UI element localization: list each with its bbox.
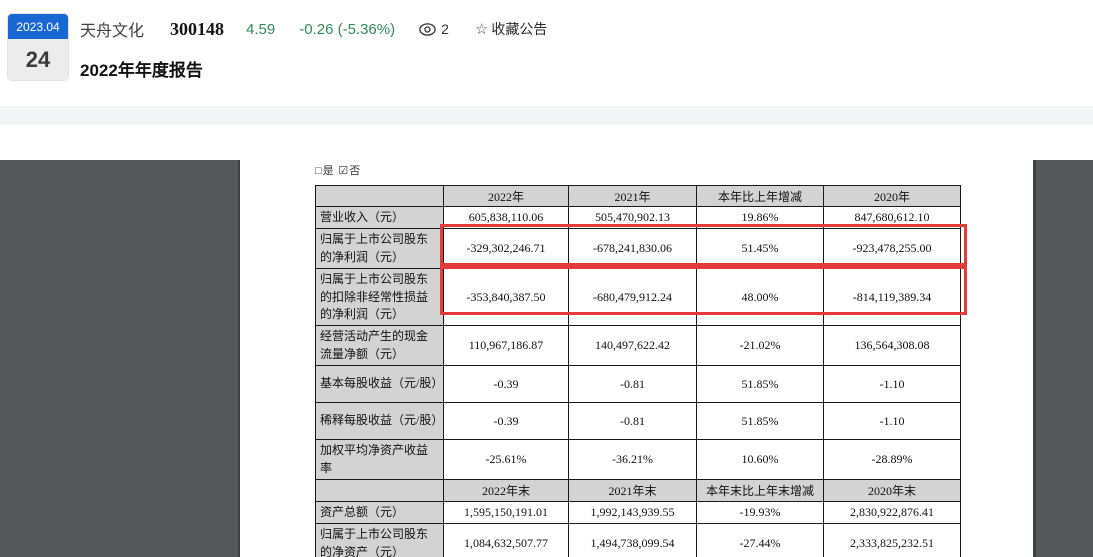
value-cell: -19.93% [696,500,824,525]
value-cell: 505,470,902.13 [568,205,697,230]
header-cell: 本年末比上年末增减 [696,478,824,502]
value-cell: -814,119,389.34 [823,268,961,327]
header-cell: 2020年末 [823,478,961,502]
value-cell: -680,479,912.24 [568,268,697,327]
value-cell: 140,497,622.42 [568,325,697,367]
views-counter: 2 [419,21,449,37]
table-row: 经营活动产生的现金流量净额（元） 110,967,186.87 140,497,62… [315,325,961,367]
value-cell: -0.39 [443,365,569,404]
viewer-background-left [0,160,240,557]
header-cell: 2022年末 [443,478,569,502]
value-cell: -36.21% [568,439,697,480]
highlight-box-deducted-net-profit [440,266,967,315]
announcement-title: 2022年年度报告 [80,61,203,80]
header-cell: 2021年末 [568,478,697,502]
value-cell: -329,302,246.71 [443,228,569,270]
stock-code[interactable]: 300148 [170,18,225,39]
table-row: 归属于上市公司股东的净资产（元） 1,084,632,507.77 1,494,73… [315,523,961,557]
header-cell: 2022年 [443,185,569,207]
value-cell: 10.60% [696,439,824,480]
table-row: 资产总额（元） 1,595,150,191.01 1,992,143,939.55-… [315,500,961,525]
value-cell: -0.39 [443,402,569,441]
value-cell: -21.02% [696,325,824,367]
row-label-cell: 营业收入（元） [315,205,444,230]
value-cell: 51.45% [696,228,824,270]
row-label-cell: 资产总额（元） [315,500,444,525]
row-label-cell: 加权平均净资产收益率 [315,439,444,480]
key-financials-table: 2022年 2021年 本年比上年增减 2020年 营业收入（元） 605,838,110… [315,185,961,557]
row-label-cell: 归属于上市公司股东的扣除非经常性损益的净利润（元） [315,268,444,327]
value-cell: -25.61% [443,439,569,480]
date-badge: 2023.04 24 [8,14,68,80]
row-label-cell: 经营活动产生的现金流量净额（元） [315,325,444,367]
highlight-box-net-profit [440,224,967,266]
value-cell: -28.89% [823,439,961,480]
pdf-viewer: □是 ☑否 2022年 2021年 本年比上年增减 2020年 营业收入（元） 605,8… [0,160,1093,557]
table-header-row: 2022年 2021年 本年比上年增减 2020年 [315,185,961,207]
table-row: 加权平均净资产收益率 -25.61% -36.21% 10.60% -28.89% [315,439,961,480]
value-cell: -0.81 [568,365,697,404]
table-row: 归属于上市公司股东的扣除非经常性损益的净利润（元） -353,840,387.50… [315,268,961,327]
table-row: 基本每股收益（元/股） -0.39 -0.81 51.85% -1.10 [315,365,961,404]
value-cell: -678,241,830.06 [568,228,697,270]
stock-info-row: 天舟文化 300148 4.59 -0.26 (-5.36%) 2 ☆ 收藏公告 [80,18,547,41]
header-cell [315,478,444,502]
header-cell: 本年比上年增减 [696,185,824,207]
value-cell: 2,830,922,876.41 [823,500,961,525]
value-cell: 136,564,308.08 [823,325,961,367]
row-label-cell: 归属于上市公司股东的净资产（元） [315,523,444,557]
value-cell: 110,967,186.87 [443,325,569,367]
table-header-row: 2022年末 2021年末 本年末比上年末增减 2020年末 [315,478,961,502]
favorite-label: 收藏公告 [491,21,548,37]
row-label-cell: 基本每股收益（元/股） [315,365,444,404]
header-cell [315,185,444,207]
announcement-header: 2023.04 24 天舟文化 300148 4.59 -0.26 (-5.36… [0,0,1093,106]
restatement-checkbox-line: □是 ☑否 [315,165,362,177]
value-cell: 1,595,150,191.01 [443,500,569,525]
value-cell: -353,840,387.50 [443,268,569,327]
value-cell: -0.81 [568,402,697,441]
table-row: 营业收入（元） 605,838,110.06 505,470,902.13 19.86… [315,205,961,230]
value-cell: -1.10 [823,402,961,441]
favorite-announcement-button[interactable]: ☆ 收藏公告 [475,19,547,39]
table-row: 稀释每股收益（元/股） -0.39 -0.81 51.85% -1.10 [315,402,961,441]
viewer-background-right[interactable] [1033,160,1093,557]
eye-icon [419,22,436,36]
header-cell: 2021年 [568,185,697,207]
star-icon: ☆ [474,21,489,38]
value-cell: 847,680,612.10 [823,205,961,230]
value-cell: -27.44% [696,523,824,557]
stock-price: 4.59 [246,20,276,38]
stock-change: -0.26 (-5.36%) [299,20,396,38]
date-badge-month: 2023.04 [8,14,68,39]
pdf-page[interactable]: □是 ☑否 2022年 2021年 本年比上年增减 2020年 营业收入（元） 605,8… [240,160,1033,557]
row-label-cell: 归属于上市公司股东的净利润（元） [315,228,444,270]
value-cell: 1,494,738,099.54 [568,523,697,557]
value-cell: 19.86% [696,205,824,230]
row-label-cell: 稀释每股收益（元/股） [315,402,444,441]
stock-name[interactable]: 天舟文化 [80,23,145,40]
value-cell: 605,838,110.06 [443,205,569,230]
views-count: 2 [441,21,449,37]
header-cell: 2020年 [823,185,961,207]
value-cell: 1,992,143,939.55 [568,500,697,525]
value-cell: 1,084,632,507.77 [443,523,569,557]
value-cell: 51.85% [696,402,824,441]
date-badge-day: 24 [8,39,68,80]
value-cell: 51.85% [696,365,824,404]
value-cell: 2,333,825,232.51 [823,523,961,557]
value-cell: -1.10 [823,365,961,404]
toolbar-band [0,106,1093,125]
